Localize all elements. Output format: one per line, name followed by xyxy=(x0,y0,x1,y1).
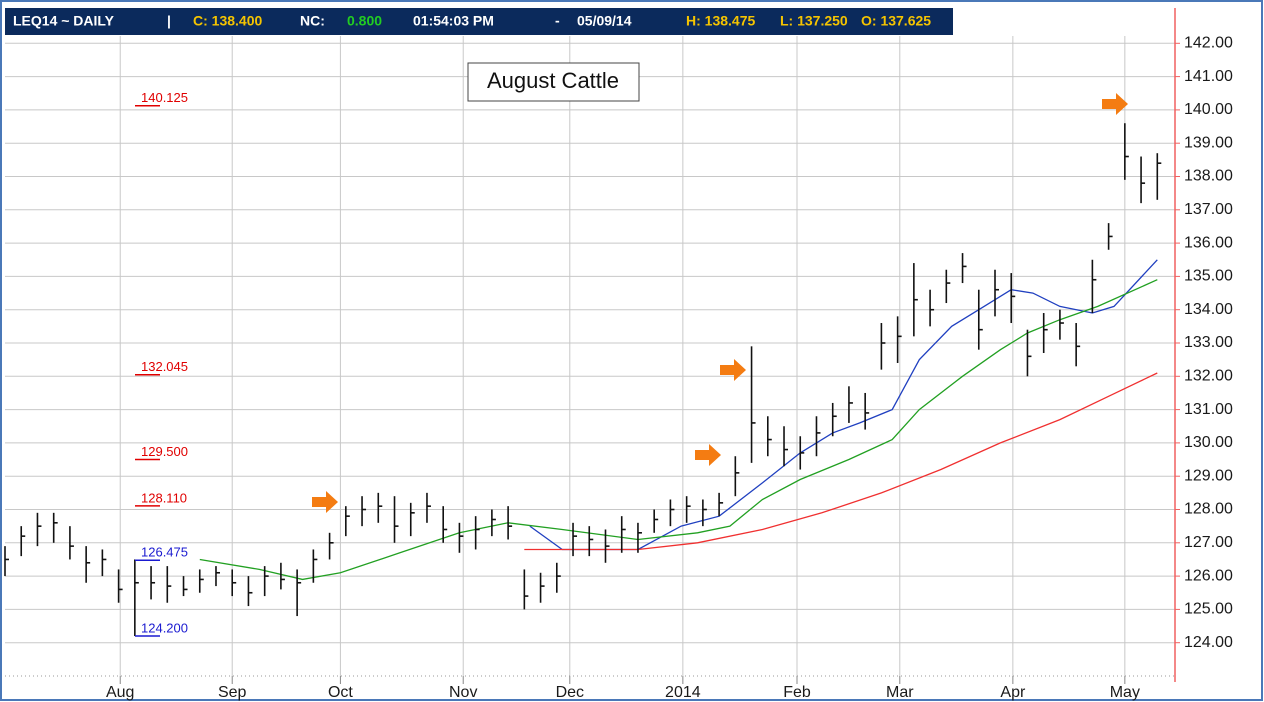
moving-average xyxy=(199,279,1158,581)
y-tick-label: 130.00 xyxy=(1184,434,1233,451)
arrows xyxy=(312,93,1128,513)
moving-average xyxy=(529,259,1158,551)
level-label: 128.110 xyxy=(141,490,187,505)
y-tick-label: 124.00 xyxy=(1184,634,1233,651)
header-bar xyxy=(5,8,953,35)
y-tick-label: 142.00 xyxy=(1184,35,1233,52)
y-tick-label: 135.00 xyxy=(1184,268,1233,285)
y-tick-label: 127.00 xyxy=(1184,534,1233,551)
x-tick-label: Apr xyxy=(1000,684,1026,701)
y-tick-label: 134.00 xyxy=(1184,301,1233,318)
y-tick-label: 138.00 xyxy=(1184,168,1233,185)
x-tick-label: Dec xyxy=(556,684,584,701)
x-tick-label: Aug xyxy=(106,684,134,701)
x-tick-label: May xyxy=(1110,684,1140,701)
arrow xyxy=(695,444,721,466)
title-box xyxy=(467,62,640,102)
header-text: L: 137.250 xyxy=(780,13,848,29)
x-tick-label: Oct xyxy=(328,684,353,701)
grid xyxy=(5,36,1180,684)
marks xyxy=(4,123,1162,637)
y-tick-label: 128.00 xyxy=(1184,501,1233,518)
y-tick-label: 125.00 xyxy=(1184,601,1233,618)
x-tick-label: Sep xyxy=(218,684,247,701)
level-label: 132.045 xyxy=(141,359,188,374)
header-text: O: 137.625 xyxy=(861,13,931,29)
level-label: 126.475 xyxy=(141,545,188,560)
header-text: C: 138.400 xyxy=(193,13,262,29)
header-text: 0.800 xyxy=(347,13,382,29)
x-tick-label: Mar xyxy=(886,684,914,701)
x-tick-label: Nov xyxy=(449,684,477,701)
header-text: - xyxy=(555,13,560,29)
header-text: 01:54:03 PM xyxy=(413,13,494,29)
level-label: 140.125 xyxy=(141,90,188,105)
y-tick-label: 133.00 xyxy=(1184,334,1233,351)
y-tick-label: 126.00 xyxy=(1184,567,1233,584)
header-text: LEQ14 ~ DAILY xyxy=(13,13,115,29)
level-label: 129.500 xyxy=(141,444,188,459)
header-text: H: 138.475 xyxy=(686,13,755,29)
x-tick-label: Feb xyxy=(783,684,811,701)
level-label: 124.200 xyxy=(141,620,188,635)
header-text: NC: xyxy=(300,13,325,29)
arrow xyxy=(720,359,746,381)
header-text: | xyxy=(167,13,171,29)
y-tick-label: 137.00 xyxy=(1184,201,1233,218)
y-tick-label: 131.00 xyxy=(1184,401,1233,418)
chart-title: August Cattle xyxy=(487,68,619,93)
y-tick-label: 140.00 xyxy=(1184,101,1233,118)
y-tick-label: 139.00 xyxy=(1184,134,1233,151)
arrow xyxy=(312,491,338,513)
x-tick-label: 2014 xyxy=(665,684,701,701)
y-tick-label: 129.00 xyxy=(1184,467,1233,484)
y-tick-label: 136.00 xyxy=(1184,234,1233,251)
y-tick-label: 132.00 xyxy=(1184,368,1233,385)
arrow xyxy=(1102,93,1128,115)
header: LEQ14 ~ DAILY | C: 138.400 NC: 0.800 01:54:03… xyxy=(13,13,931,29)
header-text: 05/09/14 xyxy=(577,13,632,29)
moving-average xyxy=(524,372,1158,551)
y-tick-label: 141.00 xyxy=(1184,68,1233,85)
